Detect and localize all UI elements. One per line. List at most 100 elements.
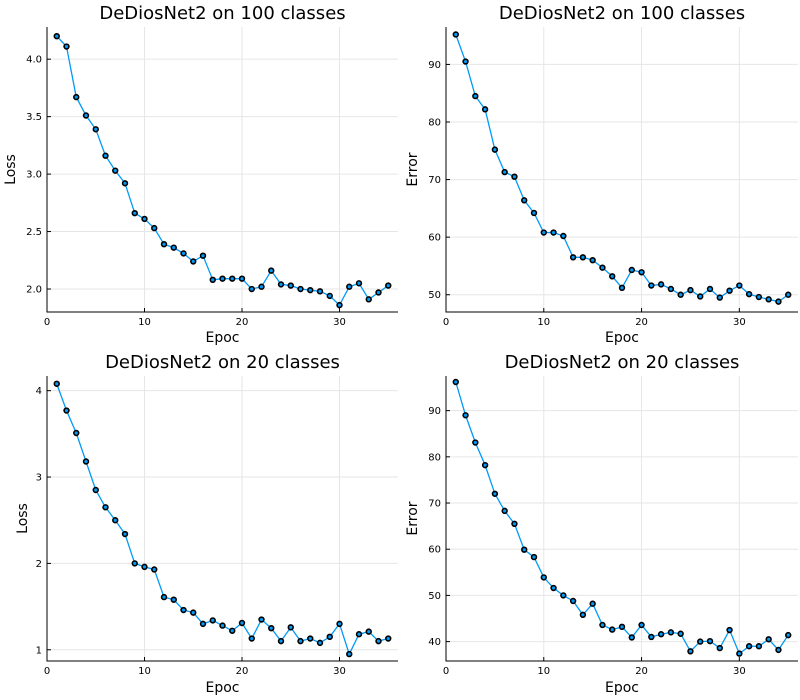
x-tick-label: 0 <box>443 666 449 677</box>
data-point <box>716 644 723 652</box>
chart-title: DeDiosNet2 on 100 classes <box>499 3 745 24</box>
axes-spine <box>46 27 398 313</box>
data-point <box>121 530 129 538</box>
data-point <box>638 621 645 629</box>
data-point <box>540 574 547 581</box>
data-point <box>785 291 792 298</box>
data-point <box>355 280 363 287</box>
data-point <box>530 553 538 561</box>
data-point <box>160 240 168 248</box>
data-point <box>452 31 459 38</box>
data-point <box>287 282 294 289</box>
data-point <box>462 58 469 65</box>
data-point <box>199 620 207 628</box>
y-tick-label: 70 <box>428 499 441 510</box>
data-point <box>53 32 60 40</box>
x-tick-label: 0 <box>44 666 50 677</box>
data-point <box>365 628 372 635</box>
data-point <box>540 229 547 236</box>
data-point <box>102 152 109 159</box>
x-tick-label: 20 <box>635 317 648 328</box>
y-tick-label: 60 <box>428 545 441 556</box>
data-point <box>180 250 187 257</box>
data-point <box>706 285 714 293</box>
x-axis-label: Epoc <box>605 680 639 696</box>
data-point <box>648 282 655 289</box>
data-point <box>609 273 616 280</box>
x-tick-label: 20 <box>635 666 648 677</box>
data-point <box>589 256 596 264</box>
data-point <box>481 461 489 469</box>
y-tick-label: 4 <box>36 386 42 397</box>
plot-loss-100-classes: 0 10 20 30 2.0 2.5 3.0 3.5 4.0 DeDiosNet2 on 100 … <box>3 3 398 346</box>
x-tick-label: 10 <box>138 317 151 328</box>
data-point <box>501 507 508 515</box>
data-point <box>375 637 382 645</box>
data-point <box>385 282 392 289</box>
y-axis-label: Loss <box>3 154 19 185</box>
data-point <box>501 168 508 176</box>
y-tick-label: 2.0 <box>26 285 42 296</box>
data-point <box>462 412 469 419</box>
plot-error-100-classes: 0 10 20 30 50 60 70 80 90 DeDiosNet2 on 100 class… <box>405 3 798 346</box>
data-point <box>765 296 772 303</box>
y-tick-label: 4.0 <box>26 55 42 66</box>
data-point <box>268 267 275 274</box>
data-point <box>618 284 626 292</box>
x-tick-label: 10 <box>537 666 550 677</box>
data-point <box>755 643 763 650</box>
y-tick-label: 2 <box>36 559 42 570</box>
data-point <box>628 634 635 641</box>
data-point <box>579 611 587 619</box>
x-axis-label: Epoc <box>206 680 240 696</box>
y-tick-label: 3.5 <box>26 112 42 123</box>
y-axis-label: Loss <box>15 503 31 534</box>
data-point <box>472 439 479 446</box>
data-point <box>687 286 694 294</box>
y-tick-label: 40 <box>428 637 441 648</box>
data-point <box>277 637 285 645</box>
plot-loss-20-classes: 0 10 20 30 1 2 3 4 DeDiosNet2 on 20 classes Epoc L… <box>15 352 398 696</box>
data-point <box>209 617 216 624</box>
data-point <box>92 126 99 133</box>
data-point <box>297 285 304 293</box>
axes-spine <box>445 27 798 313</box>
data-point <box>511 173 518 180</box>
data-point <box>102 504 109 511</box>
data-point <box>745 643 753 650</box>
data-point <box>569 254 577 261</box>
data-point <box>706 637 714 645</box>
data-point <box>73 429 80 437</box>
data-point <box>599 264 606 271</box>
y-tick-label: 2.5 <box>26 227 42 238</box>
data-point <box>238 619 246 627</box>
data-point <box>131 560 138 567</box>
data-point <box>765 636 772 643</box>
data-point <box>268 624 275 632</box>
data-point <box>560 592 567 599</box>
data-point <box>491 490 499 497</box>
data-point <box>726 626 733 634</box>
data-point <box>648 633 655 641</box>
data-point <box>82 458 90 465</box>
x-tick-label: 30 <box>733 666 746 677</box>
y-tick-label: 90 <box>428 60 441 71</box>
data-point <box>677 630 684 637</box>
data-point <box>92 486 99 494</box>
data-point <box>697 638 704 645</box>
data-point <box>716 294 723 301</box>
y-axis-label: Error <box>405 501 421 535</box>
plot-error-20-classes: 0 10 20 30 40 50 60 70 80 90 DeDiosNet2 on 20 clas… <box>405 352 798 696</box>
data-point <box>521 197 528 204</box>
data-point <box>638 269 645 276</box>
data-point <box>199 252 207 259</box>
data-point <box>687 648 694 655</box>
data-point <box>521 546 528 553</box>
x-tick-label: 30 <box>333 666 346 677</box>
data-point <box>745 290 753 298</box>
x-axis-label: Epoc <box>605 330 639 346</box>
data-point <box>511 520 518 528</box>
data-point <box>121 180 129 187</box>
data-point <box>258 616 265 623</box>
data-point <box>209 276 216 284</box>
